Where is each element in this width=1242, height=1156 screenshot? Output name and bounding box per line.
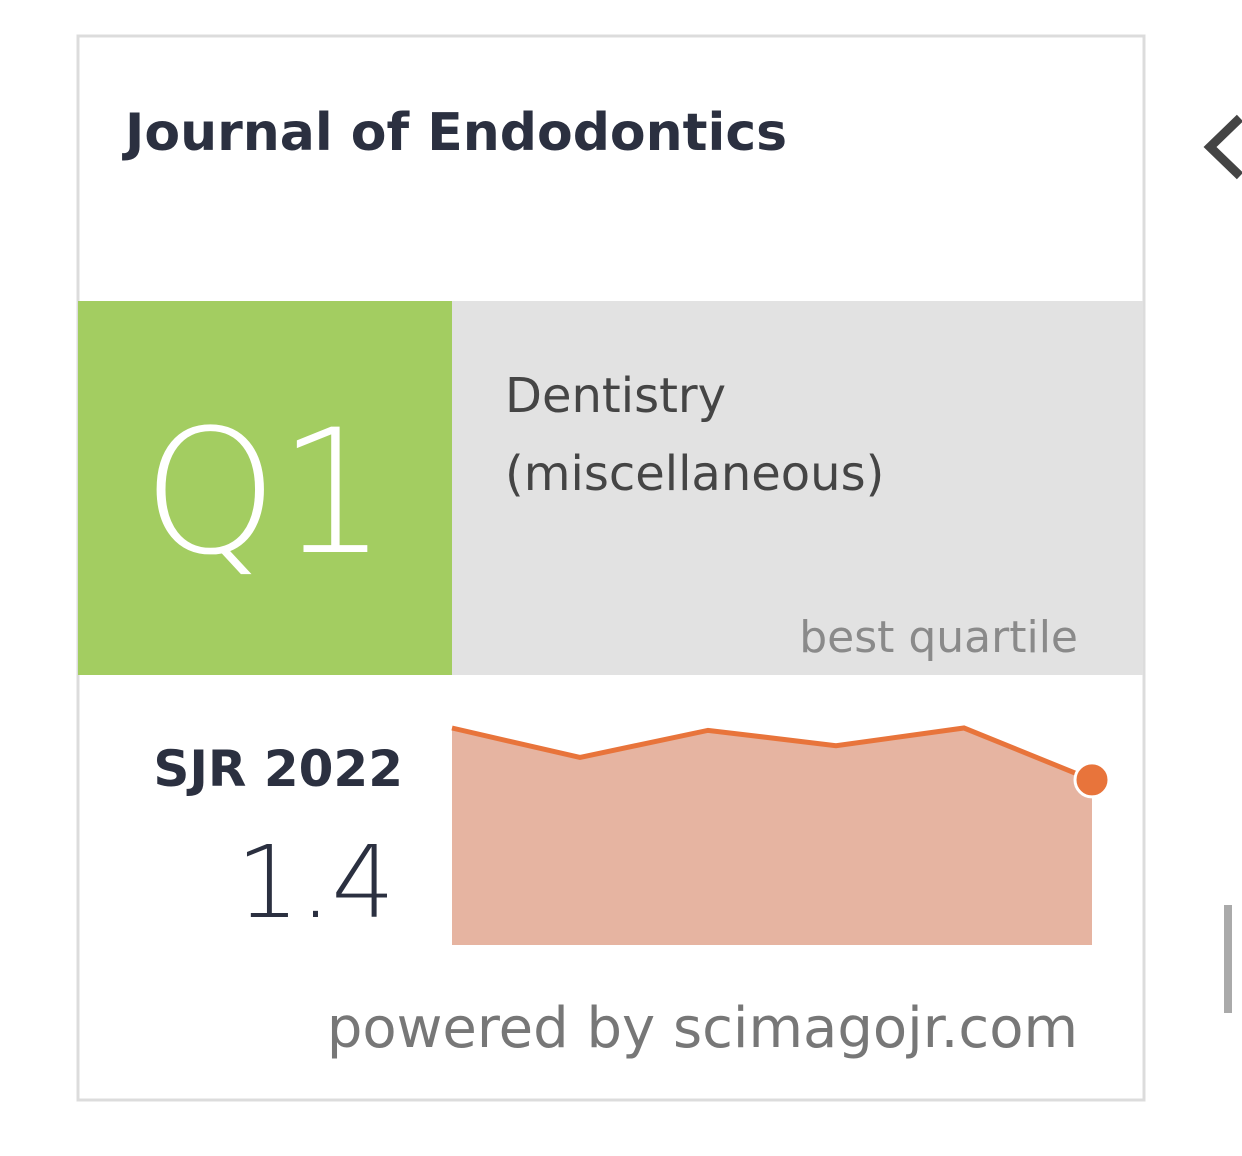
sjr-label: SJR 2022 <box>153 740 403 798</box>
sjr-value: 1.4 <box>236 824 395 941</box>
footer: powered by scimagojr.com <box>327 996 1078 1061</box>
sparkline-line <box>451 725 1093 783</box>
sparkline <box>451 725 1111 945</box>
category: Dentistry <box>505 368 726 424</box>
quartile: Q1 <box>143 392 388 593</box>
sparkline-dot <box>1073 761 1111 799</box>
scrollbar <box>1224 905 1232 1013</box>
back-arrow[interactable] <box>1203 114 1242 180</box>
category-band <box>452 301 1143 675</box>
sparkline-area <box>452 728 1092 945</box>
category: (miscellaneous) <box>505 446 884 502</box>
journal-title: Journal of Endodontics <box>122 103 787 163</box>
quartile-caption: best quartile <box>799 612 1078 663</box>
quartile-box <box>78 301 452 675</box>
